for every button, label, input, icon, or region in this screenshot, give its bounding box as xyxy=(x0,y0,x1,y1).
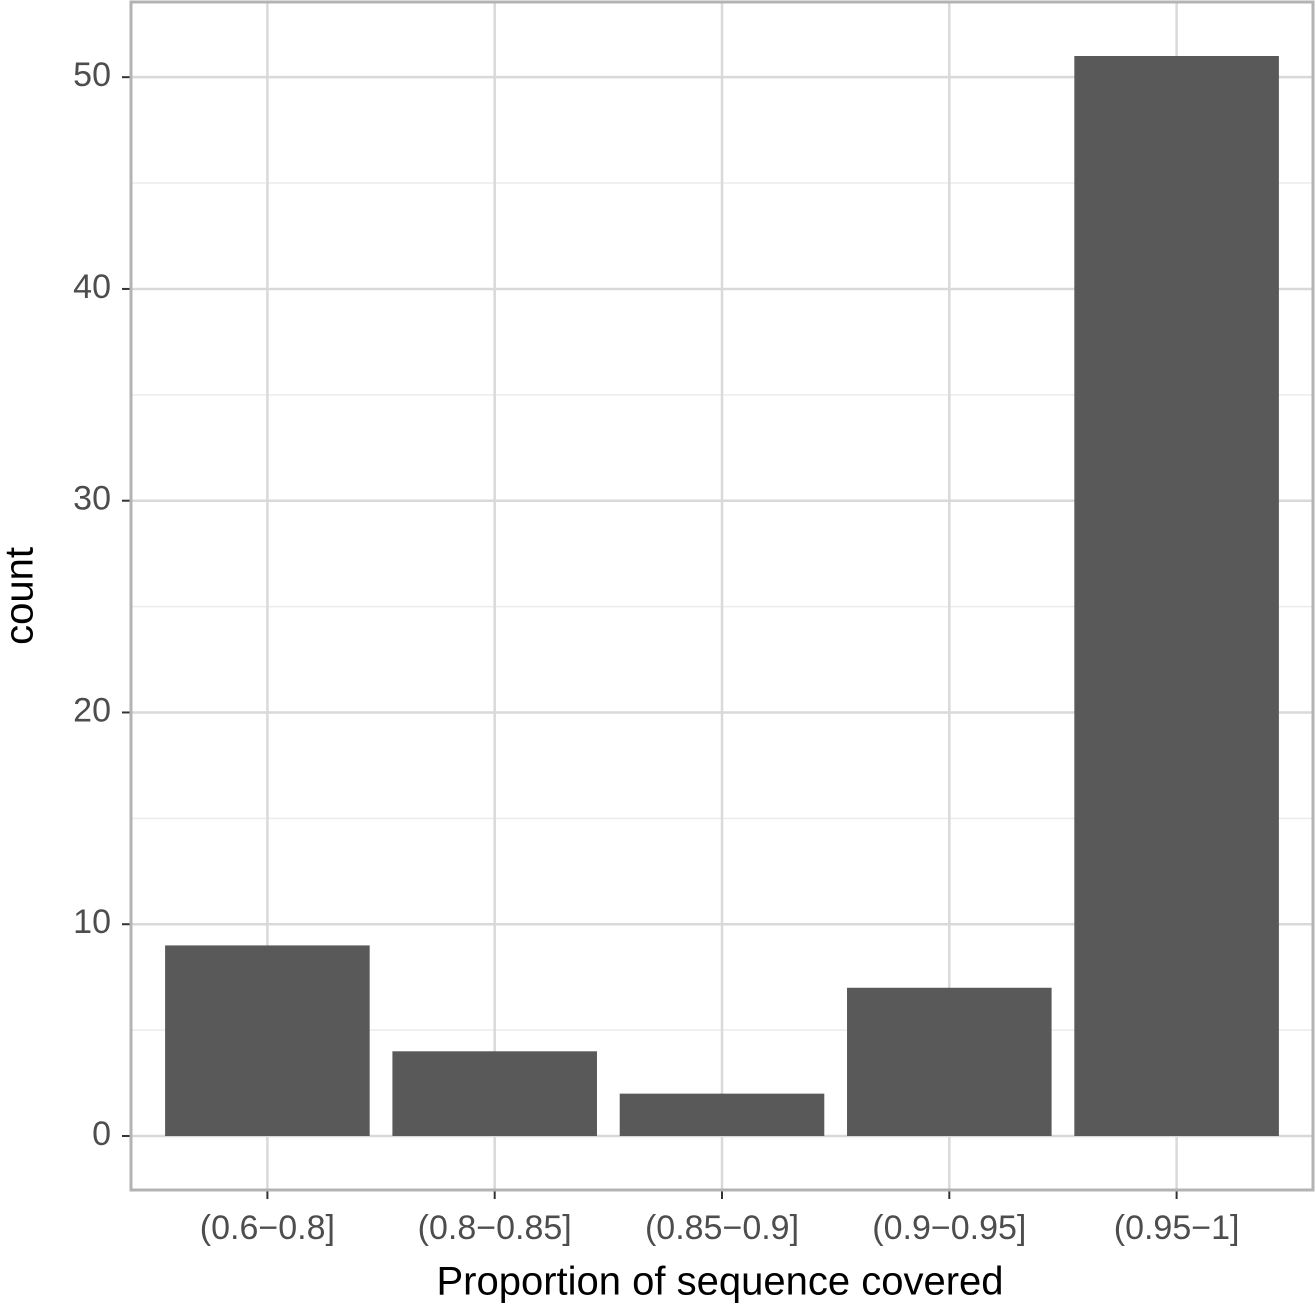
y-tick-label: 50 xyxy=(73,56,111,94)
x-tick-label: (0.95−1] xyxy=(1114,1209,1240,1247)
y-tick-label: 40 xyxy=(73,268,111,306)
bar xyxy=(1074,56,1279,1136)
x-tick-label: (0.9−0.95] xyxy=(872,1209,1026,1247)
y-axis-title: count xyxy=(0,547,42,645)
bar xyxy=(847,987,1052,1136)
y-tick-label: 30 xyxy=(73,480,111,518)
x-tick-label: (0.6−0.8] xyxy=(200,1209,335,1247)
y-tick-label: 10 xyxy=(73,903,111,941)
x-tick-label: (0.85−0.9] xyxy=(645,1209,799,1247)
y-tick-label: 20 xyxy=(73,691,111,729)
bar xyxy=(165,945,370,1136)
y-tick-label: 0 xyxy=(92,1115,111,1153)
panel-border xyxy=(129,0,1315,1192)
x-tick-label: (0.8−0.85] xyxy=(418,1209,572,1247)
x-axis-title: Proportion of sequence covered xyxy=(436,1260,1003,1304)
bar xyxy=(619,1093,825,1136)
bar xyxy=(392,1051,597,1136)
